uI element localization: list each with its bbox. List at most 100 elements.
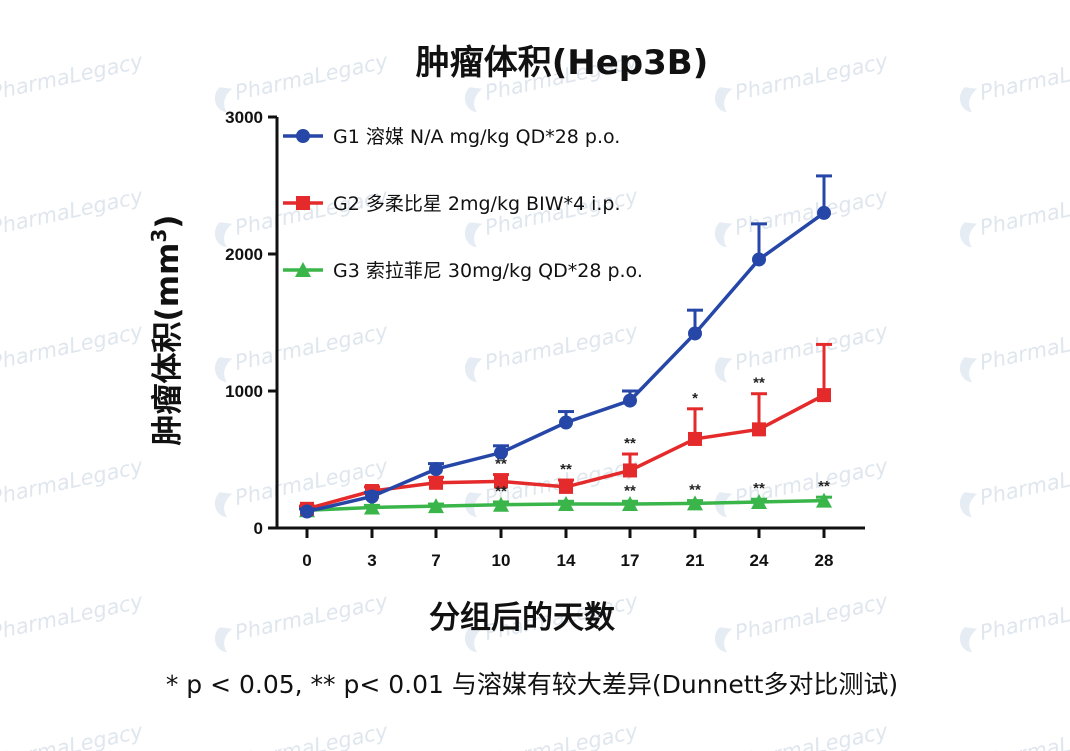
- watermark-logo: [959, 87, 978, 113]
- watermark: PharmaLegacy: [714, 184, 890, 248]
- data-point: [817, 388, 831, 403]
- data-point: [688, 326, 702, 341]
- x-tick-label: 24: [750, 551, 769, 570]
- watermark: PharmaLegacy: [714, 454, 890, 518]
- data-point: [300, 504, 314, 519]
- legend-label: G1 溶媒 N/A mg/kg QD*28 p.o.: [333, 126, 620, 148]
- watermark-text: PharmaLegacy: [483, 319, 641, 375]
- watermark-text: PharmaLegacy: [0, 319, 145, 375]
- x-tick-label: 0: [302, 551, 311, 570]
- x-axis-label: 分组后的天数: [429, 600, 615, 636]
- y-tick-label: 3000: [225, 108, 263, 127]
- data-point: [752, 422, 766, 437]
- watermark: PharmaLegacy: [0, 319, 145, 375]
- significance-label: **: [560, 461, 572, 478]
- series-1: [299, 174, 832, 519]
- watermark: PharmaLegacy: [959, 454, 1070, 518]
- legend-label: G2 多柔比星 2mg/kg BIW*4 i.p.: [333, 193, 621, 215]
- watermark-logo: [214, 357, 233, 383]
- watermark-logo: [464, 627, 483, 653]
- watermark-logo: [714, 357, 733, 383]
- watermark-text: PharmaLegacy: [0, 454, 145, 510]
- y-axis-label-superscript: 3: [147, 229, 171, 243]
- data-point: [295, 262, 311, 277]
- data-point: [817, 205, 831, 220]
- watermark: PharmaLegacy: [959, 589, 1070, 653]
- watermark-text: PharmaLegacy: [233, 719, 391, 751]
- watermark: PharmaLegacy: [0, 454, 145, 510]
- y-tick-label: 1000: [225, 382, 263, 401]
- data-point: [365, 489, 379, 504]
- data-point: [494, 474, 508, 489]
- watermark-text: PharmaLegacy: [978, 454, 1070, 510]
- watermark-logo: [214, 222, 233, 248]
- data-point: [816, 492, 832, 508]
- x-tick-label: 28: [815, 551, 834, 570]
- watermark-text: PharmaLegacy: [733, 719, 891, 751]
- data-point: [429, 475, 443, 490]
- watermark: PharmaLegacy: [959, 319, 1070, 383]
- y-axis-label-text: 肿瘤体积(mm: [150, 243, 186, 446]
- y-tick-label: 0: [254, 519, 263, 538]
- legend: G1 溶媒 N/A mg/kg QD*28 p.o. G2 多柔比星 2mg/kg…: [283, 126, 643, 282]
- watermark: PharmaLegacy: [483, 719, 641, 751]
- data-point: [558, 496, 574, 512]
- watermark-text: PharmaLegacy: [233, 589, 391, 645]
- data-point: [752, 252, 766, 267]
- data-point: [623, 393, 637, 408]
- watermark: PharmaLegacy: [959, 184, 1070, 248]
- watermark-text: PharmaLegacy: [0, 184, 145, 240]
- data-point: [559, 479, 573, 494]
- legend-entry-3: G3 索拉菲尼 30mg/kg QD*28 p.o.: [283, 260, 643, 282]
- watermark-logo: [959, 357, 978, 383]
- legend-entry-2: G2 多柔比星 2mg/kg BIW*4 i.p.: [283, 193, 621, 215]
- significance-label: **: [753, 375, 765, 392]
- watermark-text: PharmaLegacy: [978, 589, 1070, 645]
- watermark-text: PharmaLegacy: [978, 49, 1070, 105]
- data-point: [364, 499, 380, 515]
- x-tick-label: 10: [492, 551, 511, 570]
- x-tick-label: 14: [557, 551, 576, 570]
- watermark-text: PharmaLegacy: [0, 589, 145, 645]
- significance-label: **: [689, 482, 701, 499]
- watermark-logo: [959, 627, 978, 653]
- data-point: [429, 462, 443, 477]
- watermark: PharmaLegacy: [978, 719, 1070, 751]
- watermark-logo: [464, 87, 483, 113]
- data-point: [751, 493, 767, 509]
- watermark-logo: [214, 87, 233, 113]
- significance-label: **: [495, 483, 507, 500]
- y-tick-label: 2000: [225, 245, 263, 264]
- watermark-text: PharmaLegacy: [233, 454, 391, 510]
- data-point: [494, 445, 508, 460]
- watermark-text: PharmaLegacy: [0, 49, 145, 105]
- watermark-logo: [959, 492, 978, 518]
- data-point: [296, 196, 310, 210]
- data-point: [688, 431, 702, 446]
- footnote: * p < 0.05, ** p< 0.01 与溶媒有较大差异(Dunnett多…: [166, 670, 898, 699]
- data-point: [559, 415, 573, 430]
- x-tick-label: 17: [621, 551, 640, 570]
- watermark-text: PharmaLegacy: [978, 319, 1070, 375]
- watermark-logo: [714, 222, 733, 248]
- watermark: PharmaLegacy: [0, 184, 145, 240]
- x-tick-label: 7: [431, 551, 440, 570]
- x-tick-label: 21: [686, 551, 705, 570]
- watermark-text: PharmaLegacy: [978, 184, 1070, 240]
- legend-label: G3 索拉菲尼 30mg/kg QD*28 p.o.: [333, 260, 643, 282]
- data-point: [493, 496, 509, 512]
- legend-entry-1: G1 溶媒 N/A mg/kg QD*28 p.o.: [283, 126, 620, 148]
- watermark: PharmaLegacy: [0, 719, 145, 751]
- watermark: PharmaLegacy: [214, 49, 390, 113]
- watermark-logo: [714, 627, 733, 653]
- significance-label: **: [753, 480, 765, 497]
- chart-title: 肿瘤体积(Hep3B): [416, 43, 709, 83]
- watermark: PharmaLegacy: [0, 49, 145, 105]
- watermark-logo: [464, 222, 483, 248]
- watermark-logo: [714, 87, 733, 113]
- watermark-logo: [959, 222, 978, 248]
- watermark: PharmaLegacy: [464, 319, 641, 383]
- watermark-logo: [214, 627, 233, 653]
